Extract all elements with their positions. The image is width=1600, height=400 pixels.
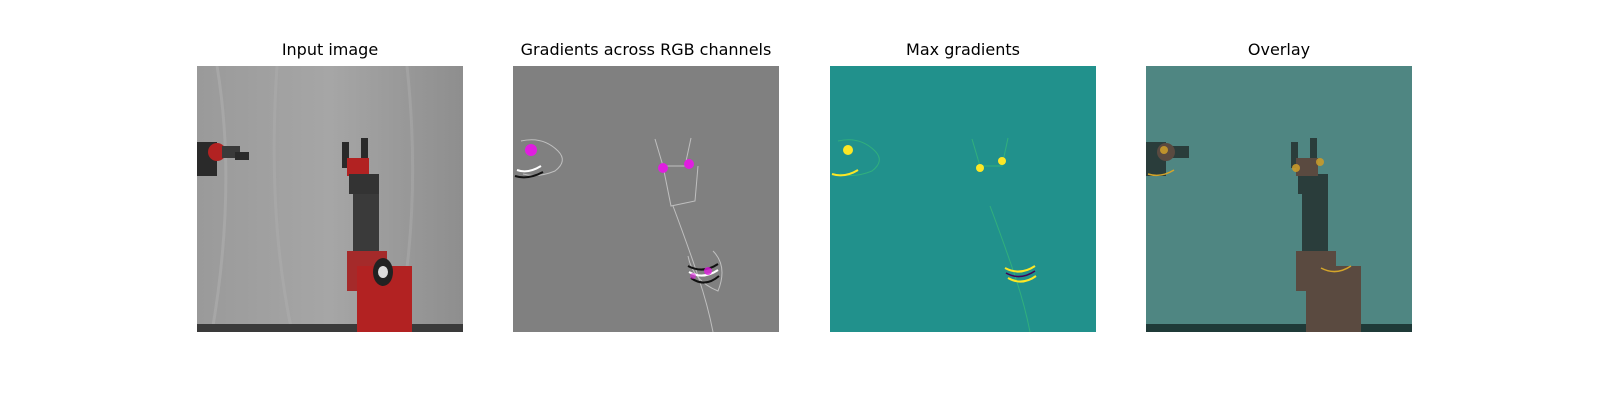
panel-title: Gradients across RGB channels <box>520 40 772 59</box>
right-robot-arm <box>342 138 412 332</box>
input-image <box>197 66 463 332</box>
panel-title: Max gradients <box>906 40 1020 59</box>
max-gradients-image <box>830 66 1096 332</box>
panel-title: Input image <box>281 40 379 59</box>
gradient-hotspots <box>525 144 712 279</box>
panel-title: Overlay <box>1247 40 1311 59</box>
max-gradient-hotspots <box>843 145 1006 172</box>
rgb-gradients-image <box>513 66 779 332</box>
overlay-image <box>1146 66 1412 332</box>
left-robot-arm <box>197 142 249 176</box>
